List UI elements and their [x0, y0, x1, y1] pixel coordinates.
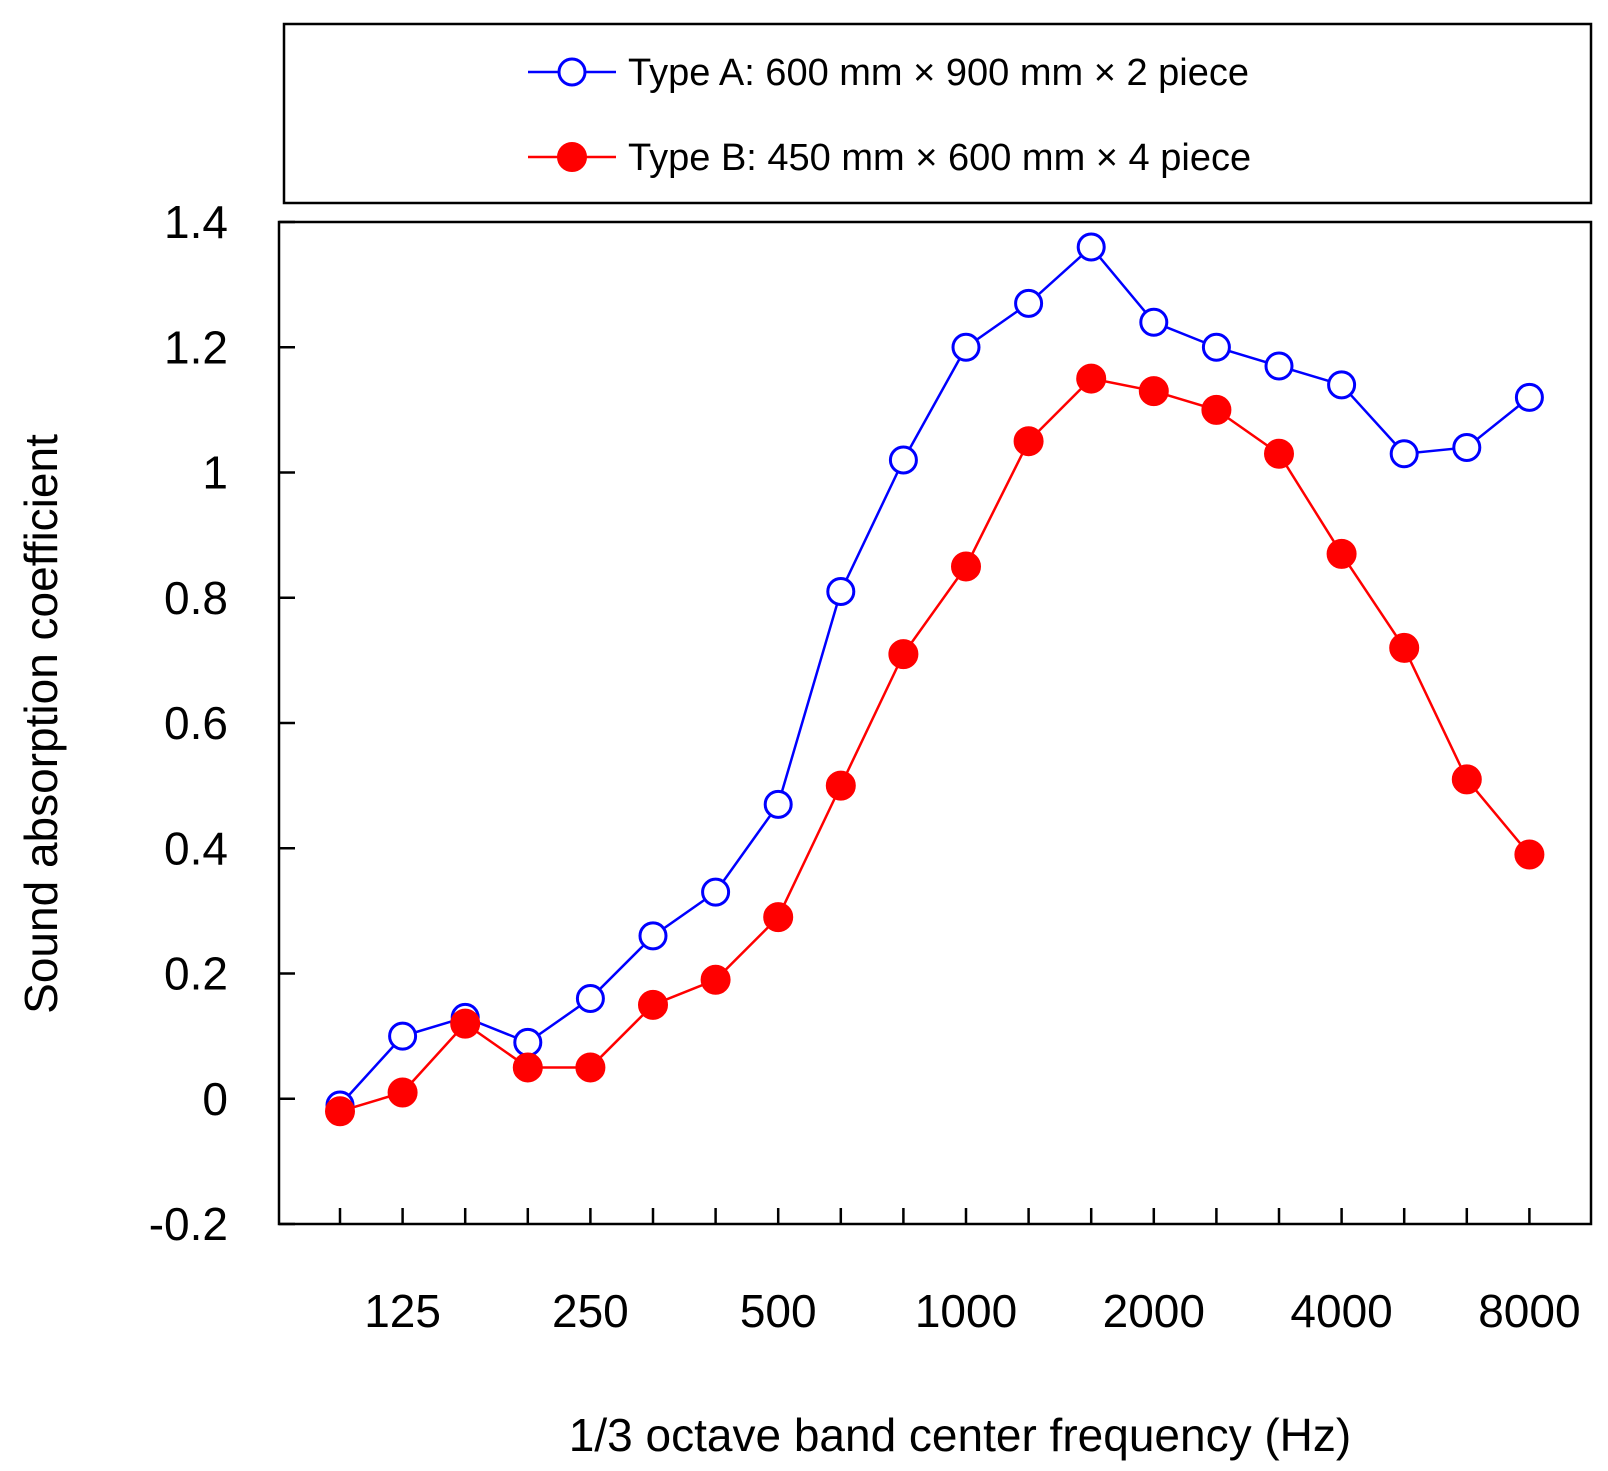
data-point [1326, 538, 1357, 569]
data-point [575, 984, 605, 1014]
data-point [388, 1021, 418, 1051]
series-layer [325, 232, 1545, 1127]
y-tick-label: 1 [202, 447, 228, 499]
data-point [575, 1052, 606, 1083]
data-point [1013, 426, 1044, 457]
legend-label-b: Type B: 450 mm × 600 mm × 4 piece [628, 137, 1251, 179]
x-axis-title: 1/3 octave band center frequency (Hz) [569, 1409, 1351, 1461]
data-point [951, 332, 981, 362]
data-point [1452, 432, 1482, 462]
data-point [826, 576, 856, 606]
data-point [888, 639, 919, 670]
data-point [1076, 363, 1107, 394]
data-point [1264, 438, 1294, 469]
x-tick-label: 4000 [1290, 1285, 1392, 1337]
y-tick-label: 0.2 [164, 948, 228, 1000]
x-axis: 125 250 500 1000 2000 4000 8000 [338, 1208, 1581, 1337]
series-line [339, 377, 1531, 1113]
data-point [638, 921, 668, 951]
data-point [325, 1096, 355, 1127]
data-point [1389, 439, 1419, 469]
data-point [1389, 632, 1420, 663]
data-point [638, 989, 668, 1020]
x-tick-label: 500 [740, 1285, 817, 1337]
y-tick-label: 0.8 [164, 572, 228, 624]
y-axis: -0.2 0 0.2 0.4 0.6 0.8 1 1.2 1.4 [149, 196, 295, 1250]
data-point [1139, 307, 1169, 337]
legend-label-a: Type A: 600 mm × 900 mm × 2 piece [628, 52, 1249, 94]
y-tick-label: 0.4 [164, 822, 228, 874]
data-point [1327, 370, 1357, 400]
data-point [888, 445, 918, 475]
data-point [701, 877, 731, 907]
x-tick-label: 2000 [1103, 1285, 1205, 1337]
data-point [1076, 232, 1106, 262]
data-point [450, 1008, 481, 1039]
data-point [763, 789, 793, 819]
data-point [1451, 764, 1482, 795]
y-tick-label: 1.4 [164, 196, 228, 248]
data-point [1201, 394, 1232, 425]
data-point [1514, 839, 1545, 870]
data-point [825, 770, 856, 801]
y-tick-label: -0.2 [149, 1198, 228, 1250]
x-tick-label: 125 [364, 1285, 441, 1337]
series-type-a [325, 232, 1544, 1120]
y-tick-label: 0.6 [164, 697, 228, 749]
data-point [951, 551, 981, 582]
legend-marker-b [557, 142, 587, 172]
plot-frame [277, 220, 1593, 1226]
y-tick-label: 0 [202, 1073, 228, 1125]
data-point [763, 902, 794, 933]
data-point [1514, 382, 1544, 412]
series-type-b [325, 363, 1545, 1127]
data-point [1201, 332, 1231, 362]
data-point [387, 1077, 418, 1108]
legend-box [282, 22, 1593, 205]
data-point [1264, 351, 1294, 381]
x-tick-label: 1000 [915, 1285, 1017, 1337]
legend-marker-a [557, 57, 587, 87]
y-tick-label: 1.2 [164, 321, 228, 373]
data-point [512, 1052, 543, 1083]
x-tick-label: 8000 [1478, 1285, 1580, 1337]
x-tick-label: 250 [552, 1285, 629, 1337]
data-point [700, 964, 731, 995]
data-point [1138, 376, 1169, 407]
y-axis-title: Sound absorption coefficient [15, 434, 67, 1014]
data-point [513, 1027, 543, 1057]
data-point [1014, 288, 1044, 318]
